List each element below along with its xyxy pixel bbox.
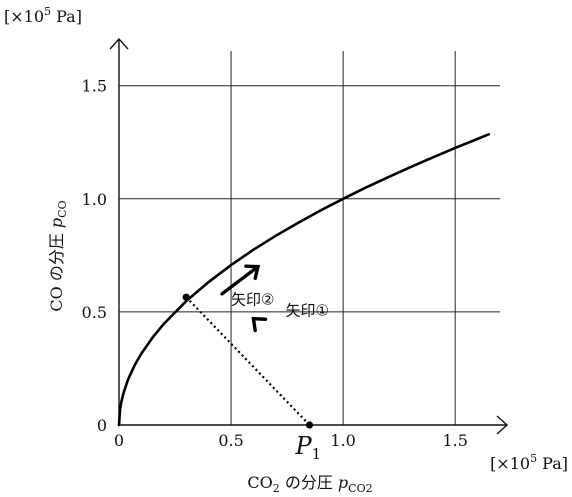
y-axis-unit: [×105 Pa] [4,5,82,26]
annotation-label: 矢印② [231,291,274,309]
x-axis-title: CO2 の分圧 pCO2 [247,473,372,495]
point-label: P1 [295,432,322,463]
annotation-arrow [251,316,268,333]
x-tick-label: 1.0 [330,431,355,450]
data-point [182,293,190,301]
annotation-arrow [220,264,261,296]
y-axis-title: CO の分圧 pCO [47,200,69,311]
y-tick-label: 0.5 [82,303,107,322]
y-tick-label: 0 [97,416,107,435]
x-axis-arrow [496,415,509,435]
data-point [305,421,314,429]
y-tick-label: 1.5 [82,77,107,96]
axes [109,37,509,435]
arrow-shaft [220,264,260,296]
grid [119,51,500,425]
y-axis-arrow [109,37,129,50]
annotation-label: 矢印① [285,302,328,320]
x-axis-unit: [×105 Pa] [490,452,568,473]
x-tick-label: 1.5 [442,431,467,450]
annotations: 矢印① 矢印② [220,264,329,333]
tick-labels: 0 0.5 1.0 1.5 0 0.5 1.0 1.5 [82,77,468,450]
arrow-head [244,264,261,281]
x-tick-label: 0.5 [218,431,243,450]
y-tick-label: 1.0 [82,190,107,209]
series-line [117,133,491,427]
series [117,133,491,427]
arrow-head [251,316,268,333]
x-tick-label: 0 [114,431,124,450]
